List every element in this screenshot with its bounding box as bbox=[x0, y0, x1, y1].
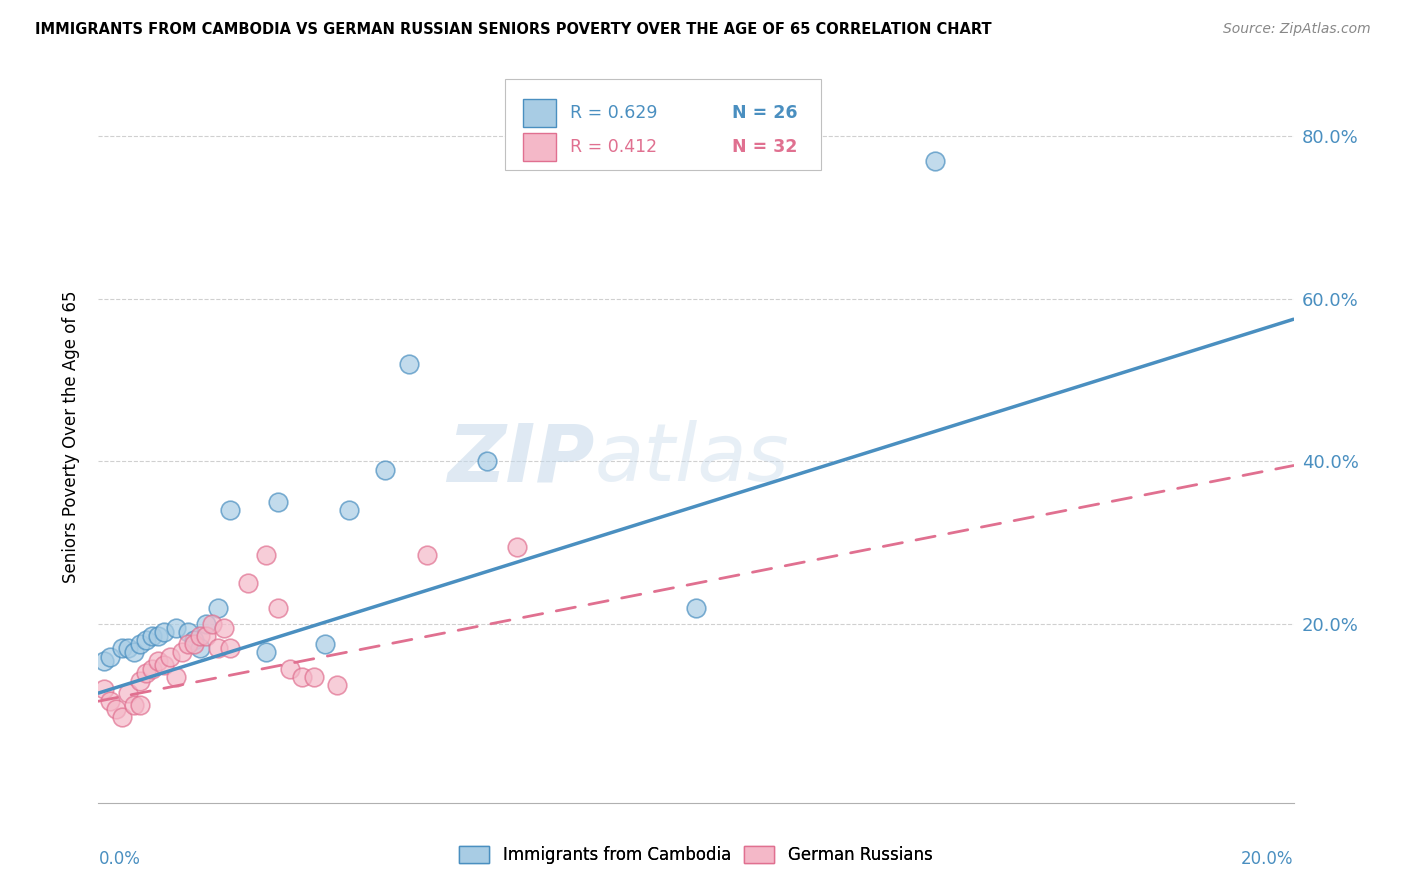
Point bbox=[685, 600, 707, 615]
Text: N = 26: N = 26 bbox=[733, 104, 797, 122]
Point bbox=[153, 657, 176, 672]
Point bbox=[135, 665, 157, 680]
Point bbox=[188, 641, 211, 656]
Point bbox=[159, 649, 181, 664]
Point bbox=[165, 621, 187, 635]
Text: Source: ZipAtlas.com: Source: ZipAtlas.com bbox=[1223, 22, 1371, 37]
Bar bbox=[523, 133, 557, 161]
Point bbox=[148, 654, 170, 668]
Point bbox=[165, 670, 187, 684]
Point bbox=[141, 662, 163, 676]
Text: ZIP: ZIP bbox=[447, 420, 595, 498]
Point bbox=[172, 645, 194, 659]
Point bbox=[475, 454, 498, 468]
Point bbox=[129, 673, 152, 688]
Point bbox=[153, 625, 176, 640]
Point bbox=[924, 153, 946, 168]
Text: 20.0%: 20.0% bbox=[1241, 850, 1294, 868]
Point bbox=[207, 600, 229, 615]
Point bbox=[100, 694, 122, 708]
Point bbox=[93, 681, 115, 696]
Point bbox=[135, 633, 157, 648]
Point bbox=[254, 645, 277, 659]
Point bbox=[398, 357, 420, 371]
Point bbox=[254, 548, 277, 562]
Point bbox=[315, 637, 337, 651]
Point bbox=[105, 702, 128, 716]
Point bbox=[326, 678, 349, 692]
Bar bbox=[523, 99, 557, 127]
Point bbox=[339, 503, 360, 517]
Point bbox=[124, 698, 146, 713]
FancyBboxPatch shape bbox=[505, 78, 821, 170]
Point bbox=[93, 654, 115, 668]
Text: R = 0.629: R = 0.629 bbox=[571, 104, 658, 122]
Point bbox=[374, 462, 396, 476]
Point bbox=[219, 503, 242, 517]
Point bbox=[302, 670, 325, 684]
Y-axis label: Seniors Poverty Over the Age of 65: Seniors Poverty Over the Age of 65 bbox=[62, 291, 80, 583]
Point bbox=[183, 633, 205, 648]
Point bbox=[195, 617, 218, 632]
Point bbox=[141, 629, 163, 643]
Point bbox=[117, 686, 139, 700]
Legend: Immigrants from Cambodia, German Russians: Immigrants from Cambodia, German Russian… bbox=[460, 846, 932, 864]
Point bbox=[236, 576, 259, 591]
Point bbox=[267, 600, 290, 615]
Point bbox=[111, 710, 134, 724]
Point bbox=[188, 629, 211, 643]
Point bbox=[129, 637, 152, 651]
Text: 0.0%: 0.0% bbox=[98, 850, 141, 868]
Point bbox=[207, 641, 229, 656]
Point bbox=[124, 645, 146, 659]
Point bbox=[291, 670, 314, 684]
Point bbox=[267, 495, 290, 509]
Point bbox=[212, 621, 235, 635]
Point bbox=[129, 698, 152, 713]
Text: R = 0.412: R = 0.412 bbox=[571, 137, 658, 156]
Point bbox=[117, 641, 139, 656]
Text: atlas: atlas bbox=[595, 420, 789, 498]
Point bbox=[177, 637, 200, 651]
Point bbox=[506, 540, 529, 554]
Point bbox=[148, 629, 170, 643]
Text: N = 32: N = 32 bbox=[733, 137, 797, 156]
Point bbox=[201, 617, 224, 632]
Point bbox=[111, 641, 134, 656]
Point bbox=[195, 629, 218, 643]
Point bbox=[177, 625, 200, 640]
Point bbox=[416, 548, 439, 562]
Point bbox=[100, 649, 122, 664]
Point bbox=[183, 637, 205, 651]
Text: IMMIGRANTS FROM CAMBODIA VS GERMAN RUSSIAN SENIORS POVERTY OVER THE AGE OF 65 CO: IMMIGRANTS FROM CAMBODIA VS GERMAN RUSSI… bbox=[35, 22, 991, 37]
Point bbox=[278, 662, 301, 676]
Point bbox=[219, 641, 242, 656]
